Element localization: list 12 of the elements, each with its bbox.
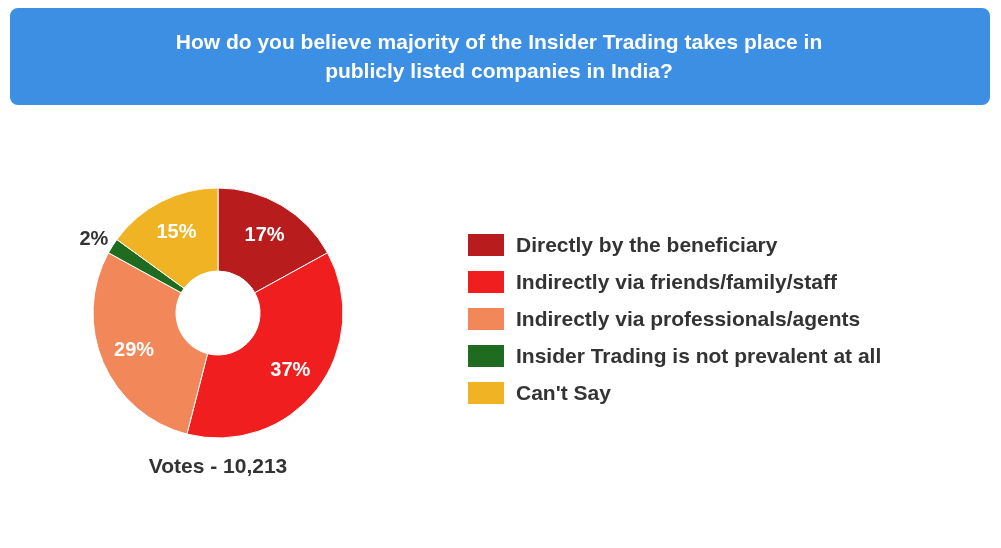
data-label: 17%: [244, 223, 285, 246]
data-label: 2%: [79, 227, 109, 250]
legend-label: Can't Say: [516, 381, 612, 405]
text: Votes - 10,213: [148, 454, 288, 477]
data-label: 37%: [270, 358, 311, 381]
legend-label: Directly by the beneficiary: [516, 233, 778, 257]
data-label: 15%: [156, 220, 197, 243]
data-label: 29%: [114, 338, 155, 361]
legend-label: Indirectly via professionals/agents: [516, 307, 861, 331]
legend-label: Insider Trading is not prevalent at all: [516, 344, 882, 368]
chart-title: How do you believe majority of the Insider Trading takes place in publicly listed companies in India?: [175, 30, 823, 83]
legend-label: Indirectly via friends/family/staff: [516, 270, 838, 294]
